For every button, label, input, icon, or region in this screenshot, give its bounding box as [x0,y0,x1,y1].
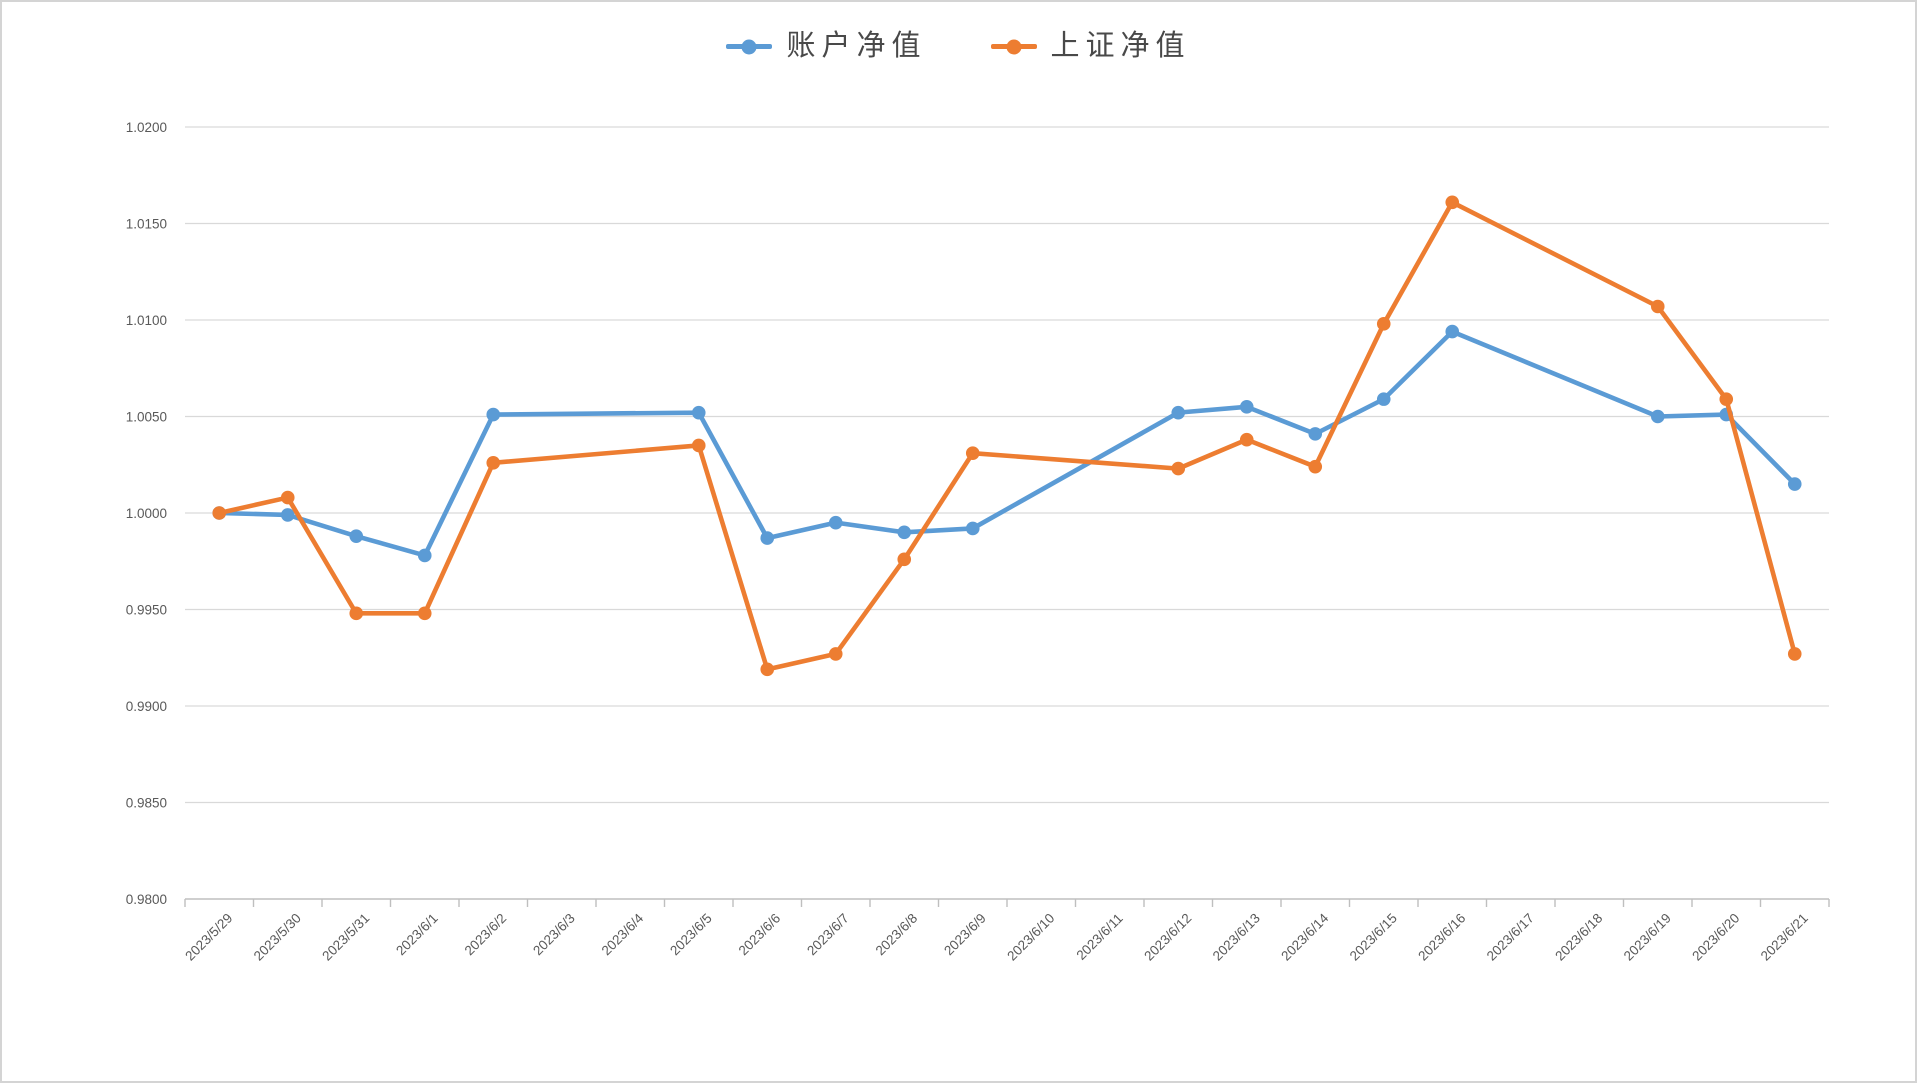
data-point-account-net-value [486,407,501,422]
x-axis-label: 2023/5/29 [182,911,235,964]
y-axis-label: 0.9950 [126,603,167,618]
x-axis-label: 2023/5/30 [251,911,304,964]
x-axis-label: 2023/6/12 [1141,911,1194,964]
data-point-sse-net-value [897,552,912,567]
y-axis-label: 1.0200 [126,120,167,135]
y-axis-label: 1.0050 [126,410,167,425]
data-point-account-net-value [828,515,843,530]
data-point-sse-net-value [417,606,432,621]
data-point-sse-net-value [1171,461,1186,476]
x-axis-label: 2023/6/15 [1347,911,1400,964]
x-axis-label: 2023/6/13 [1210,911,1263,964]
line-marker-icon [990,39,1037,54]
data-point-sse-net-value [1445,195,1460,210]
legend-item-sse-net-value: 上证净值 [990,30,1191,62]
chart-legend: 账户净值 上证净值 [2,32,1915,61]
data-point-sse-net-value [280,490,295,505]
legend-label-account-net-value: 账户净值 [786,30,927,62]
data-point-account-net-value [965,521,980,536]
data-point-sse-net-value [1650,299,1665,314]
y-axis-label: 0.9900 [126,699,167,714]
data-point-account-net-value [417,548,432,563]
x-axis-label: 2023/6/3 [530,911,578,959]
legend-item-account-net-value: 账户净值 [726,32,926,61]
x-axis-label: 2023/6/18 [1552,911,1605,964]
x-axis-label: 2023/6/14 [1278,910,1331,963]
x-axis-label: 2023/6/9 [941,911,989,959]
data-point-sse-net-value [1308,459,1323,474]
y-axis-label: 1.0000 [126,506,167,521]
x-axis-label: 2023/6/2 [462,911,510,959]
data-point-sse-net-value [349,606,364,621]
data-point-account-net-value [349,529,364,543]
data-point-account-net-value [1650,409,1665,424]
x-axis-label: 2023/6/16 [1415,911,1468,964]
y-axis-label: 0.9850 [126,796,167,811]
data-point-account-net-value [280,508,295,522]
x-axis-label: 2023/6/8 [873,911,921,959]
data-point-account-net-value [691,405,706,420]
data-point-account-net-value [1445,324,1460,339]
data-point-sse-net-value [1239,432,1254,447]
x-axis-label: 2023/6/17 [1484,911,1537,964]
data-point-account-net-value [1308,427,1323,441]
series-line-sse-net-value [216,199,1798,672]
x-axis-label: 2023/5/31 [319,911,372,964]
data-point-account-net-value [760,531,775,545]
data-point-sse-net-value [760,662,775,677]
x-axis-label: 2023/6/4 [599,910,647,958]
data-point-account-net-value [1171,405,1186,420]
x-axis-label: 2023/6/19 [1621,911,1674,964]
data-point-account-net-value [1239,400,1254,414]
x-axis-label: 2023/6/20 [1689,911,1742,964]
data-point-sse-net-value [965,446,980,460]
data-point-account-net-value [897,525,912,540]
data-point-sse-net-value [1787,647,1802,661]
series-line-account-net-value [216,329,1798,558]
x-axis-label: 2023/6/11 [1074,911,1126,963]
y-axis-label: 1.0150 [126,217,167,232]
x-axis-label: 2023/6/10 [1004,911,1057,964]
y-axis-label: 1.0100 [126,313,167,328]
data-point-account-net-value [1787,477,1802,491]
data-point-account-net-value [1376,392,1391,406]
data-point-sse-net-value [691,438,706,453]
x-axis-label: 2023/6/1 [393,911,441,959]
data-point-sse-net-value [1376,317,1391,331]
x-axis-label: 2023/6/5 [667,911,715,959]
legend-label-sse-net-value: 上证净值 [1050,30,1191,62]
line-marker-icon [726,39,773,54]
x-axis-label: 2023/6/21 [1758,911,1811,964]
point-marker-icon [741,39,757,54]
data-point-sse-net-value [828,647,843,661]
data-point-sse-net-value [1719,392,1734,406]
x-axis-label: 2023/6/7 [804,911,852,959]
y-axis-label: 0.9800 [126,892,167,907]
x-axis-label: 2023/6/6 [736,911,784,959]
point-marker-icon [1006,39,1021,54]
data-point-sse-net-value [212,506,227,520]
data-point-sse-net-value [486,456,501,470]
